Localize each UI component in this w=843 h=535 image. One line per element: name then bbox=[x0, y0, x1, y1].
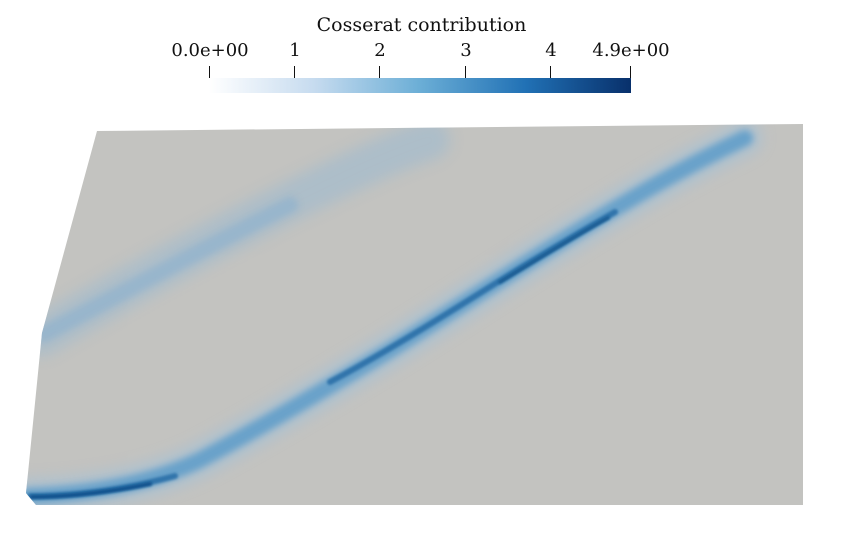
colorbar-tick bbox=[630, 66, 631, 82]
colorbar-tick-label: 2 bbox=[374, 40, 386, 61]
colorbar-tick-label: 1 bbox=[289, 40, 301, 61]
colorbar-tick-label: 4 bbox=[545, 40, 557, 61]
colorbar-tick bbox=[379, 66, 380, 82]
colorbar-tick bbox=[209, 66, 210, 82]
upper-shear-band bbox=[36, 197, 298, 342]
main-shear-band-peak bbox=[498, 216, 610, 284]
colorbar-tick bbox=[465, 66, 466, 82]
colorbar-gradient bbox=[209, 78, 631, 93]
colorbar-title: Cosserat contribution bbox=[316, 14, 527, 36]
colorbar-tick-label: 3 bbox=[460, 40, 472, 61]
colorbar-tick bbox=[294, 66, 295, 82]
colorbar-tick-label: 0.0e+00 bbox=[171, 40, 249, 61]
colorbar-tick-label: 4.9e+00 bbox=[592, 40, 670, 61]
colorbar-tick bbox=[550, 66, 551, 82]
main-shear-band-peak bbox=[30, 482, 152, 499]
shear-bands bbox=[26, 124, 762, 505]
